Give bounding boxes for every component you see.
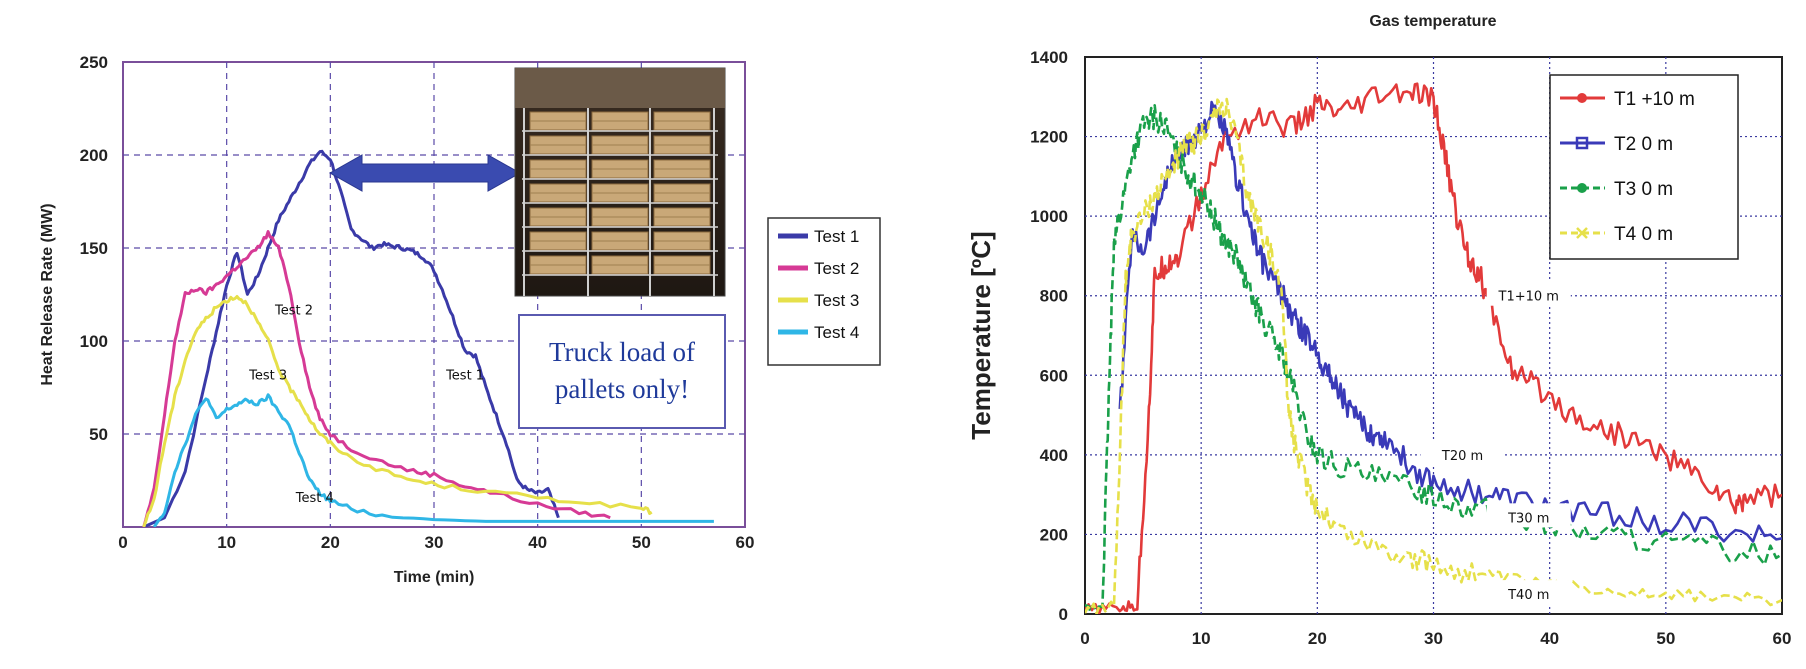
chart1-legend-label: Test 4 bbox=[814, 323, 859, 342]
chart2-annotation-box bbox=[1420, 440, 1505, 465]
chart2-x-tick-label: 40 bbox=[1540, 629, 1559, 648]
chart2-y-tick-label: 400 bbox=[1040, 446, 1068, 465]
chart2-legend-marker bbox=[1575, 136, 1589, 150]
chart2-series-line-4 bbox=[1085, 97, 1782, 614]
callout-line-1: Truck load of bbox=[549, 337, 695, 367]
chart1-legend-label: Test 1 bbox=[814, 227, 859, 246]
chart2-y-tick-label: 1200 bbox=[1030, 128, 1068, 147]
chart1-x-axis-label: Time (min) bbox=[394, 569, 475, 586]
chart1-x-tick-label: 10 bbox=[217, 533, 236, 552]
chart1-x-tick-label: 40 bbox=[528, 533, 547, 552]
chart1-annotation-label: Test 2 bbox=[274, 303, 313, 318]
chart1-axes: 0 10 20 30 40 50 60 50 100 150 200 250 Time (min) Hea… bbox=[39, 53, 754, 586]
chart2-series-group bbox=[1085, 82, 1782, 614]
chart2-y-tick-label: 600 bbox=[1040, 366, 1068, 385]
chart1-x-tick-label: 60 bbox=[736, 533, 755, 552]
pallet-stack-illustration bbox=[522, 108, 718, 296]
chart2-y-tick-label: 0 bbox=[1059, 605, 1068, 624]
chart1-y-tick-label: 200 bbox=[80, 146, 108, 165]
chart1-annotation-label: Test 1 bbox=[445, 368, 484, 383]
chart1-annotation-label: Test 4 bbox=[295, 491, 334, 506]
chart2-legend-label: T1 +10 m bbox=[1614, 89, 1695, 110]
chart1-annotations: Test 2 Test 3 Test 1 Test 4 bbox=[248, 303, 484, 506]
chart1-y-axis-label: Heat Release Rate (MW) bbox=[39, 203, 56, 385]
chart1-series-line-1 bbox=[143, 149, 560, 527]
truck-load-callout: Truck load of pallets only! bbox=[518, 314, 726, 429]
chart2-annotation-label: T30 m bbox=[1507, 511, 1549, 526]
chart1-legend: Test 1 Test 2 Test 3 Test 4 bbox=[767, 217, 881, 366]
gas-temperature-chart: Gas temperature 0 10 20 30 40 50 6002004006008… bbox=[966, 13, 1791, 648]
chart1-y-tick-label: 100 bbox=[80, 332, 108, 351]
chart2-series-line-1 bbox=[1085, 82, 1782, 614]
chart2-axes: 0 10 20 30 40 50 600200400600800100012001400Te… bbox=[966, 48, 1791, 648]
chart1-x-tick-label: 0 bbox=[118, 533, 127, 552]
chart2-x-tick-label: 30 bbox=[1424, 629, 1443, 648]
chart2-legend: T1 +10 m T2 0 m T3 0 m T4 0 m bbox=[1549, 74, 1739, 260]
chart2-annotation-box bbox=[1486, 281, 1571, 306]
heat-release-chart: 0 10 20 30 40 50 60 50 100 150 200 250 Time (min) Hea… bbox=[39, 53, 881, 586]
chart1-legend-label: Test 3 bbox=[814, 291, 859, 310]
chart1-y-tick-label: 50 bbox=[89, 425, 108, 444]
callout-line-2: pallets only! bbox=[555, 374, 689, 404]
chart2-x-tick-label: 20 bbox=[1308, 629, 1327, 648]
chart2-annotation-label: T20 m bbox=[1441, 449, 1483, 464]
chart2-legend-marker bbox=[1577, 183, 1587, 193]
chart2-annotation-label: T1+10 m bbox=[1498, 290, 1559, 305]
chart2-annotations: T1+10 m T20 m T30 m T40 m bbox=[1420, 281, 1571, 605]
chart2-title: Gas temperature bbox=[1369, 13, 1496, 30]
chart2-legend-label: T3 0 m bbox=[1614, 179, 1673, 200]
pallet-rack-photo bbox=[514, 67, 726, 297]
chart1-y-tick-label: 150 bbox=[80, 239, 108, 258]
chart2-y-tick-label: 1400 bbox=[1030, 48, 1068, 67]
chart2-annotation-box bbox=[1486, 580, 1571, 605]
chart1-series-line-4 bbox=[152, 393, 714, 527]
chart1-x-tick-label: 50 bbox=[632, 533, 651, 552]
chart1-y-tick-label: 250 bbox=[80, 53, 108, 72]
chart1-x-tick-label: 30 bbox=[425, 533, 444, 552]
chart2-annotation-label: T40 m bbox=[1507, 588, 1549, 603]
chart2-y-tick-label: 1000 bbox=[1030, 207, 1068, 226]
chart1-series-line-2 bbox=[142, 230, 611, 527]
chart1-x-tick-label: 20 bbox=[321, 533, 340, 552]
chart1-annotation-label: Test 3 bbox=[248, 368, 287, 383]
chart2-x-tick-label: 10 bbox=[1192, 629, 1211, 648]
chart1-legend-label: Test 2 bbox=[814, 259, 859, 278]
chart2-legend-label: T4 0 m bbox=[1614, 224, 1673, 245]
chart1-series-group bbox=[142, 149, 714, 527]
chart2-annotation-box bbox=[1486, 503, 1571, 528]
chart2-legend-marker bbox=[1577, 93, 1587, 103]
chart2-y-axis-label: Temperature [ºC] bbox=[966, 231, 996, 439]
chart2-legend-marker bbox=[1576, 227, 1588, 239]
chart1-series-line-3 bbox=[142, 295, 653, 527]
chart2-x-tick-label: 60 bbox=[1773, 629, 1792, 648]
chart2-x-tick-label: 0 bbox=[1080, 629, 1089, 648]
chart2-legend-label: T2 0 m bbox=[1614, 134, 1673, 155]
chart2-y-tick-label: 200 bbox=[1040, 525, 1068, 544]
chart2-x-tick-label: 50 bbox=[1656, 629, 1675, 648]
chart2-y-tick-label: 800 bbox=[1040, 287, 1068, 306]
